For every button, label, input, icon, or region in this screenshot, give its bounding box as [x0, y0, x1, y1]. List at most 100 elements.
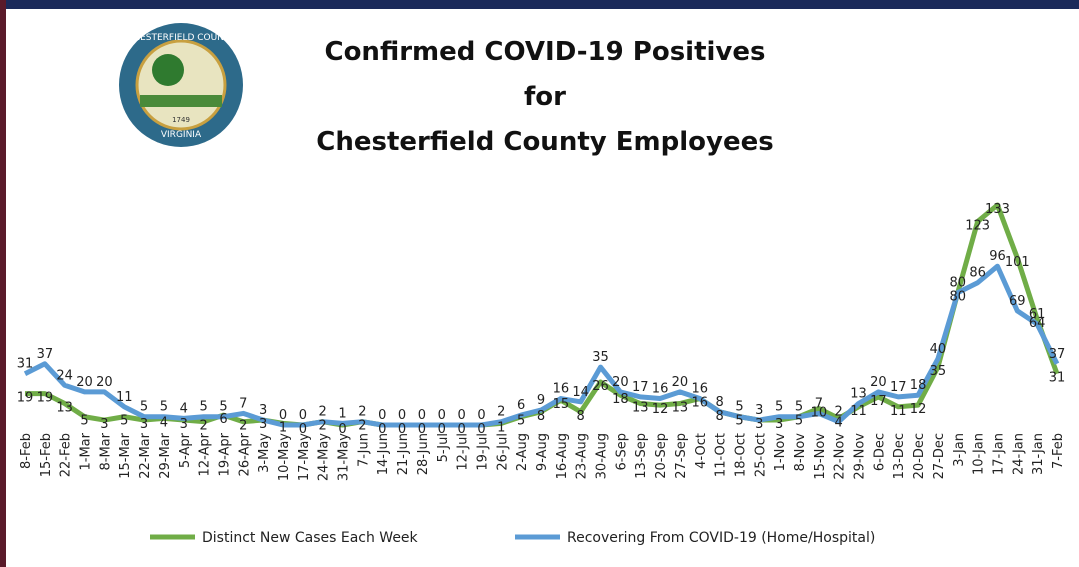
- x-tick-label: 26-Apr: [237, 432, 252, 476]
- top-strip: [0, 0, 1079, 9]
- data-label: 0: [398, 408, 406, 423]
- data-label: 0: [378, 422, 386, 437]
- x-tick-label: 19-Apr: [217, 432, 232, 476]
- data-label: 7: [239, 396, 247, 411]
- data-label: 5: [735, 400, 743, 415]
- left-strip: [0, 0, 6, 567]
- x-tick-label: 22-Feb: [59, 433, 74, 477]
- data-label: 0: [477, 422, 485, 437]
- x-tick-label: 17-Jan: [991, 433, 1006, 475]
- series-line: [23, 263, 1060, 428]
- logo-text: VIRGINIA: [161, 130, 202, 140]
- data-label: 0: [418, 408, 426, 423]
- x-tick-label: 6-Dec: [872, 433, 887, 471]
- data-label: 3: [755, 403, 763, 418]
- x-tick-label: 13-Dec: [892, 433, 907, 479]
- data-label: 11: [890, 404, 907, 419]
- x-tick-label: 1-Nov: [773, 433, 788, 472]
- data-label: 0: [338, 422, 346, 437]
- x-tick-label: 20-Sep: [654, 433, 669, 479]
- x-tick-label: 10-Jan: [972, 433, 987, 475]
- x-tick-label: 12-Apr: [198, 432, 213, 476]
- data-label: 0: [457, 422, 465, 437]
- x-tick-label: 13-Sep: [634, 433, 649, 479]
- data-label: 11: [850, 404, 867, 419]
- data-label: 5: [795, 414, 803, 429]
- x-tick-label: 25-Oct: [753, 433, 768, 477]
- data-label: 11: [116, 390, 133, 405]
- logo-text: CHESTERFIELD COUNTY: [127, 33, 235, 43]
- data-label: 1: [338, 406, 346, 421]
- x-tick-label: 15-Mar: [118, 432, 133, 478]
- data-label: 12: [652, 402, 669, 417]
- data-label: 18: [612, 392, 629, 407]
- x-tick-label: 2-Aug: [515, 433, 530, 471]
- data-label: 19: [37, 391, 54, 406]
- data-label: 4: [160, 415, 168, 430]
- data-label: 5: [80, 414, 88, 429]
- data-label: 9: [537, 393, 545, 408]
- logo-tree: [152, 54, 184, 86]
- data-label: 16: [691, 396, 708, 411]
- data-label: 13: [632, 400, 649, 415]
- x-tick-label: 9-Aug: [535, 433, 550, 471]
- data-label: 20: [870, 375, 887, 390]
- data-label: 31: [1049, 371, 1066, 386]
- data-label: 2: [199, 419, 207, 434]
- logo-ground: [140, 95, 222, 107]
- data-label: 3: [755, 417, 763, 432]
- data-label: 96: [989, 249, 1006, 264]
- data-label: 0: [438, 422, 446, 437]
- data-label: 17: [632, 380, 649, 395]
- data-label: 8: [715, 395, 723, 410]
- data-label: 20: [612, 375, 629, 390]
- x-tick-label: 3-May: [257, 433, 272, 473]
- data-label: 0: [398, 422, 406, 437]
- data-label: 37: [37, 347, 54, 362]
- x-tick-label: 21-Jun: [396, 433, 411, 475]
- x-tick-label: 8-Nov: [793, 433, 808, 472]
- x-tick-label: 7-Jun: [356, 433, 371, 467]
- data-label: 3: [140, 417, 148, 432]
- x-tick-label: 29-Mar: [158, 432, 173, 478]
- x-tick-label: 27-Sep: [674, 433, 689, 479]
- data-label: 13: [56, 400, 73, 415]
- x-tick-label: 31-Jan: [1031, 433, 1046, 475]
- x-tick-label: 31-May: [337, 433, 352, 481]
- data-label: 5: [160, 400, 168, 415]
- data-label: 24: [56, 368, 73, 383]
- data-label: 0: [418, 422, 426, 437]
- x-tick-label: 10-May: [277, 433, 292, 481]
- data-label: 0: [299, 408, 307, 423]
- logo: CHESTERFIELD COUNTY VIRGINIA 1749: [119, 23, 243, 147]
- data-label: 35: [592, 350, 609, 365]
- data-label: 3: [259, 403, 267, 418]
- data-label: 5: [775, 400, 783, 415]
- x-tick-label: 19-Jul: [475, 433, 490, 471]
- data-label: 5: [219, 400, 227, 415]
- legend-label: Recovering From COVID-19 (Home/Hospital): [567, 530, 875, 546]
- x-tick-label: 14-Jun: [376, 433, 391, 475]
- data-label: 31: [17, 357, 34, 372]
- data-label: 3: [100, 417, 108, 432]
- data-label: 20: [96, 375, 113, 390]
- x-tick-label: 16-Aug: [555, 433, 570, 479]
- x-tick-label: 5-Apr: [178, 432, 193, 468]
- data-label: 64: [1029, 316, 1046, 331]
- data-label: 5: [140, 400, 148, 415]
- data-label: 6: [219, 412, 227, 427]
- data-label: 8: [715, 409, 723, 424]
- x-tick-label: 29-Nov: [853, 433, 868, 480]
- data-label: 2: [835, 405, 843, 420]
- data-label: 3: [180, 417, 188, 432]
- x-tick-label: 30-Aug: [595, 433, 610, 479]
- data-label: 16: [553, 382, 570, 397]
- data-label: 17: [870, 394, 887, 409]
- chart-title: Confirmed COVID-19 Positives: [324, 37, 765, 67]
- data-label: 5: [120, 414, 128, 429]
- data-label: 5: [795, 400, 803, 415]
- data-label: 2: [358, 405, 366, 420]
- data-label: 19: [17, 391, 34, 406]
- data-label: 3: [259, 417, 267, 432]
- x-tick-label: 15-Feb: [39, 433, 54, 477]
